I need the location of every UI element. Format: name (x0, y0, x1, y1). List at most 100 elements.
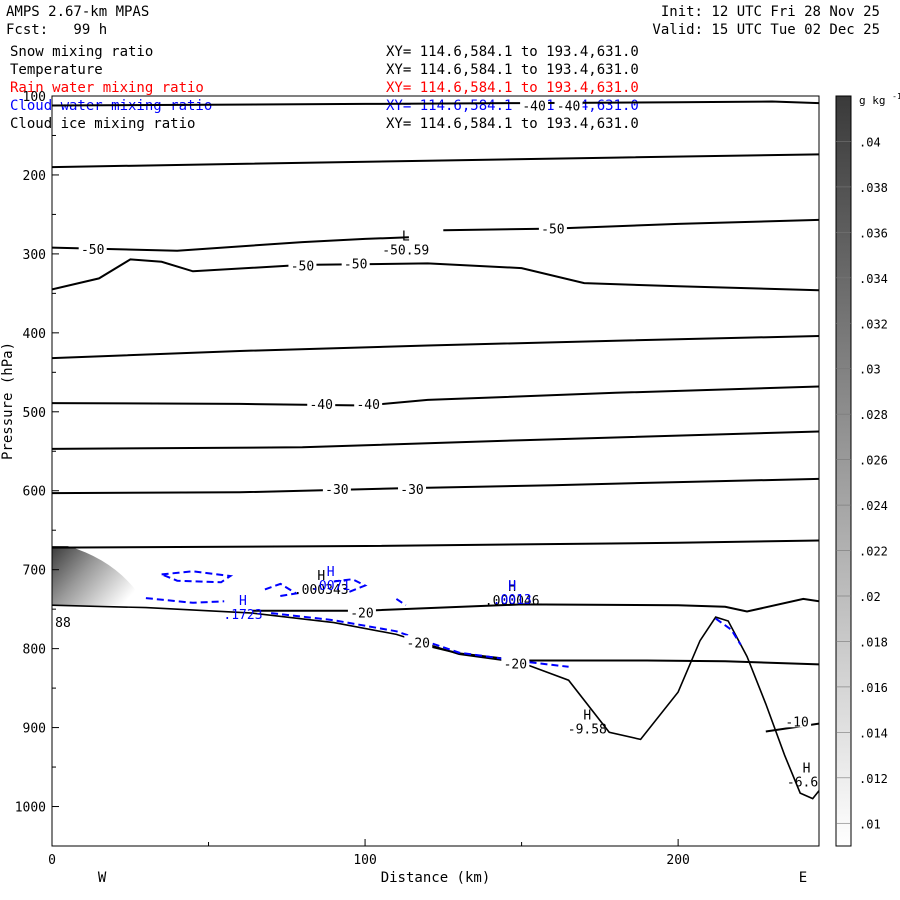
colorbar-unit-exponent: -1 (892, 92, 900, 101)
isotherm-label-bg (78, 242, 107, 256)
isotherm-label-bg (341, 256, 370, 270)
y-tick-label: 500 (23, 406, 46, 421)
temperature-isotherm (52, 258, 819, 292)
colorbar-tick-label: .028 (859, 408, 888, 422)
field-xy-snow: XY= 114.6,584.1 to 193.4,631.0 (386, 44, 639, 60)
isotherm-label: -50 (81, 243, 104, 258)
cloud-water-contour (715, 617, 742, 646)
isotherm-label: -40 (522, 99, 545, 114)
extremum-value: .0071 (311, 579, 350, 594)
extremum-symbol: H (239, 594, 247, 609)
extremum-symbol: H (803, 762, 811, 777)
isotherm-label-bg (783, 714, 812, 728)
y-tick-label: 100 (23, 90, 46, 105)
snow-mixing-ratio-shading (52, 546, 146, 606)
extremum-symbol: H (327, 565, 335, 580)
y-tick-label: 700 (23, 564, 46, 579)
isotherm-label-bg (501, 656, 530, 670)
x-tick-label: 0 (48, 853, 56, 868)
x-tick-label: 200 (666, 853, 689, 868)
plot-area: -50 -50 -50 -50 -40 -40 -40 -40 -30 -30 -20 -20 -20 -… (39, 98, 819, 800)
temperature-isotherm (52, 430, 819, 450)
plot-frame (51, 95, 820, 847)
y-tick-label: 600 (23, 485, 46, 500)
isotherm-label: -50 (344, 257, 367, 272)
colorbar-tick-label: .016 (859, 681, 888, 695)
x-axis-label: Distance (km) (381, 870, 491, 886)
extremum-symbol: H (508, 579, 516, 594)
colorbar-tick-label: .024 (859, 499, 888, 513)
colorbar-tick-label: .038 (859, 181, 888, 195)
cloud-water-contour (395, 598, 407, 607)
terrain-surface-line (52, 604, 819, 800)
field-name-snow: Snow mixing ratio (10, 44, 154, 60)
temperature-isotherm (52, 236, 409, 252)
forecast-hour: Fcst: 99 h (6, 22, 108, 38)
temperature-isotherm (52, 539, 819, 549)
extremum-symbol: L (402, 229, 410, 244)
colorbar-tick-label: .022 (859, 545, 888, 559)
isotherm-label: -10 (785, 715, 808, 730)
extremum-symbol: H (508, 580, 516, 595)
colorbar-tick-label: .018 (859, 635, 888, 649)
isotherm-label: -20 (350, 606, 373, 621)
model-title: AMPS 2.67-km MPAS (6, 4, 150, 20)
isotherm-label: -40 (557, 99, 580, 114)
y-tick-label: 300 (23, 248, 46, 263)
field-xy-rain: XY= 114.6,584.1 to 193.4,631.0 (386, 80, 639, 96)
extremum-value: .0013 (493, 593, 532, 608)
y-axis-label: Pressure (hPa) (0, 342, 16, 460)
temperature-isotherm (52, 153, 819, 169)
isotherm-label-bg (398, 482, 427, 496)
colorbar (835, 95, 852, 847)
extremum-value: .000046 (485, 594, 540, 609)
cloud-water-contour (333, 578, 368, 593)
isotherm-label-bg (354, 396, 383, 410)
field-name-cloud-ice: Cloud ice mixing ratio (10, 116, 196, 132)
colorbar-tick-label: .04 (859, 135, 881, 149)
west-label: W (98, 870, 107, 886)
colorbar-unit: g kg -1 (859, 92, 900, 107)
isotherm-label-bg (520, 98, 549, 112)
isotherm-label-bg (538, 221, 567, 235)
isotherm-label: -20 (407, 636, 430, 651)
isotherm-label: -30 (325, 483, 348, 498)
temperature-isotherm (52, 100, 819, 107)
extremum-value: .1723 (223, 608, 262, 623)
extremum-value: -9.58 (568, 723, 607, 738)
extremum-value: -50.59 (382, 243, 429, 258)
colorbar-unit-base: g kg (859, 94, 892, 107)
colorbar-tick-label: .012 (859, 772, 888, 786)
isotherm-label: -50 (291, 260, 314, 275)
field-name-rain: Rain water mixing ratio (10, 80, 204, 96)
colorbar-tick-label: .036 (859, 226, 888, 240)
y-tick-label: 1000 (15, 801, 46, 816)
isotherm-label-bg (288, 258, 317, 272)
isotherm-label: -40 (356, 398, 379, 413)
isotherm-label: -50 (541, 223, 564, 238)
isotherm-label-bg (404, 635, 433, 649)
temperature-isotherm (52, 477, 819, 495)
extremum-value: 9.88 (39, 616, 70, 631)
extremum-value: .000343 (294, 583, 349, 598)
valid-time: Valid: 15 UTC Tue 02 Dec 25 (652, 22, 880, 38)
cloud-water-contour (145, 597, 225, 604)
y-tick-label: 200 (23, 169, 46, 184)
y-tick-label: 800 (23, 643, 46, 658)
isotherm-label: -30 (400, 483, 423, 498)
temperature-isotherm (443, 218, 819, 232)
init-time: Init: 12 UTC Fri 28 Nov 25 (660, 4, 880, 20)
isotherm-label: -20 (504, 658, 527, 673)
cloud-water-contour (264, 582, 300, 598)
colorbar-tick-label: .02 (859, 590, 881, 604)
field-xy-temperature: XY= 114.6,584.1 to 193.4,631.0 (386, 62, 639, 78)
colorbar-tick-label: .034 (859, 272, 888, 286)
isotherm-label-bg (554, 98, 583, 112)
colorbar-tick-label: .032 (859, 317, 888, 331)
east-label: E (799, 870, 807, 886)
isotherm-label: -40 (309, 398, 332, 413)
isotherm-label-bg (322, 482, 351, 496)
extremum-symbol: H (317, 569, 325, 584)
colorbar-tick-label: .01 (859, 817, 881, 831)
